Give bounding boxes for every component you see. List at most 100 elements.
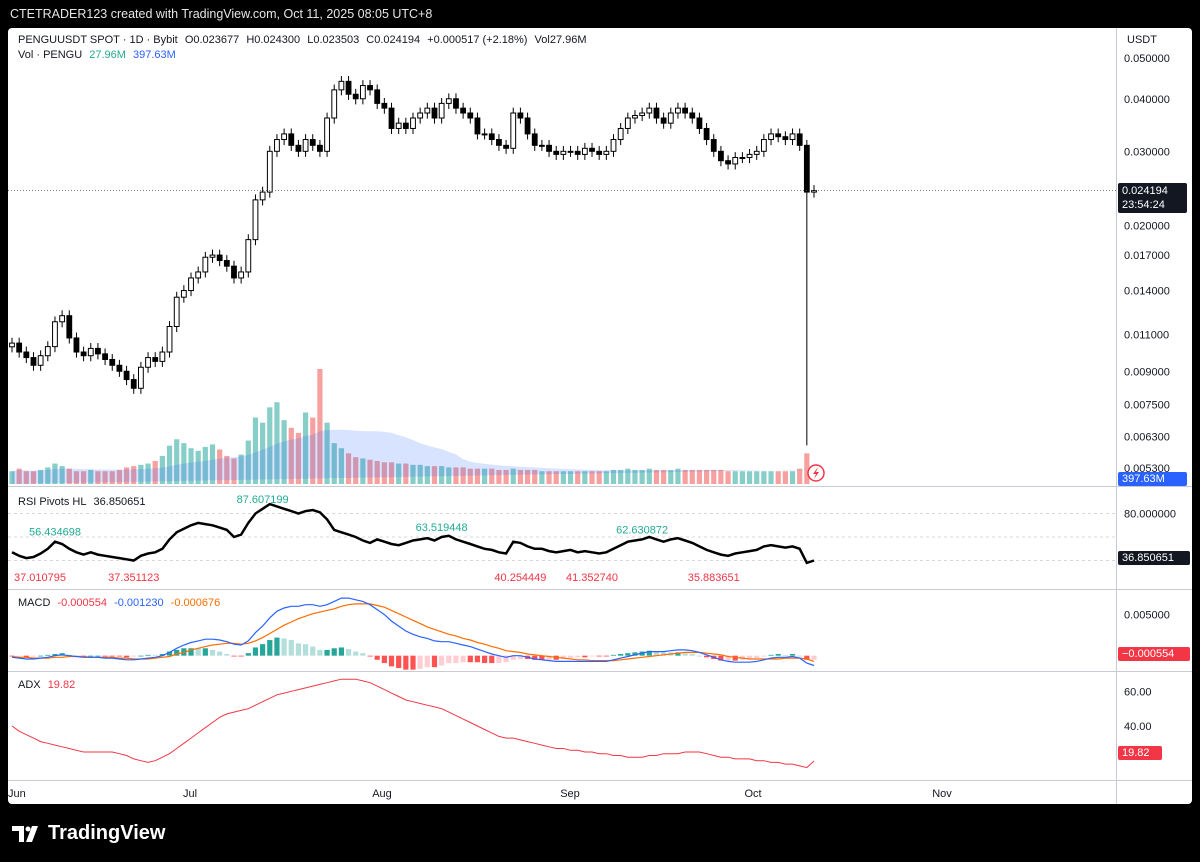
macd-value-2: -0.001230 [114, 597, 164, 609]
macd-histogram-bar [188, 648, 194, 656]
volume-bar [524, 469, 531, 484]
candle-body [266, 150, 273, 193]
candle-body [16, 342, 23, 353]
macd-histogram-bar [252, 647, 259, 656]
volume-bar [52, 463, 58, 484]
candle-body [338, 80, 345, 91]
rsi-pivot-low-label: 37.010795 [14, 572, 66, 584]
volume-bar [718, 469, 724, 484]
candle-body [517, 112, 524, 119]
chart-canvas[interactable]: 0.050000 0.040000 0.030000 0.020000 0.017000… [8, 28, 1192, 804]
candle-body [617, 127, 624, 141]
macd-histogram-bar [789, 654, 796, 656]
macd-histogram-bar [45, 654, 51, 656]
macd-legend[interactable]: MACD -0.000554 -0.001230 -0.000676 [18, 597, 224, 609]
pane-separator-adx[interactable] [8, 671, 1192, 672]
pane-separator-rsi[interactable] [8, 486, 1192, 487]
macd-histogram-bar [603, 655, 609, 657]
macd-histogram-bar [123, 655, 130, 658]
rsi-label[interactable]: RSI Pivots HL [18, 496, 87, 508]
volume-bar [23, 471, 29, 484]
candle-body [782, 136, 789, 141]
volume-value: Vol27.96M [534, 34, 587, 46]
candle-body [581, 147, 588, 155]
candle-body [367, 85, 373, 91]
volume-bar [539, 471, 545, 484]
macd-label[interactable]: MACD [18, 597, 51, 609]
volume-bar [231, 458, 237, 484]
volume-bar [589, 471, 595, 484]
macd-histogram-bar [646, 650, 652, 656]
adx-value: 19.82 [47, 679, 76, 691]
volume-bar [460, 467, 466, 484]
candle-body [202, 256, 209, 273]
macd-histogram [9, 637, 817, 670]
volume-bar [797, 468, 803, 484]
candle-body [173, 296, 180, 327]
adx-legend[interactable]: ADX 19.82 [18, 679, 79, 691]
macd-histogram-bar [403, 655, 409, 670]
macd-histogram-bar [302, 644, 309, 656]
volume-bar [123, 467, 130, 484]
tradingview-logo[interactable]: TradingView [12, 822, 165, 845]
macd-histogram-bar [345, 649, 352, 656]
macd-histogram-bar [331, 648, 337, 656]
candle-body [732, 157, 739, 165]
candle-body [137, 366, 144, 389]
rsi-legend[interactable]: RSI Pivots HL 36.850651 [18, 496, 150, 508]
macd-value-3: -0.000676 [170, 597, 221, 609]
time-axis-label: Aug [372, 788, 392, 800]
macd-histogram-bar [16, 655, 22, 657]
main-legend[interactable]: PENGUUSDT SPOT · 1D · Bybit O0.023677 H0… [18, 34, 591, 46]
volume-bar [209, 444, 216, 484]
candle-body [503, 144, 509, 149]
candle-body [632, 114, 638, 119]
adx-value-tag: 19.82 [1118, 746, 1162, 760]
symbol-label[interactable]: PENGUUSDT SPOT · 1D · Bybit [18, 34, 178, 46]
candle-body [166, 325, 173, 353]
high-value: H0.024300 [246, 34, 301, 46]
candle-body [703, 127, 710, 141]
macd-histogram-bar [195, 648, 201, 656]
volume-bar [131, 466, 137, 484]
chart-frame[interactable]: 0.050000 0.040000 0.030000 0.020000 0.017000… [8, 28, 1192, 804]
candle-body [560, 150, 567, 155]
volume-bar [353, 457, 359, 484]
macd-histogram-bar [152, 654, 158, 656]
volume-bar [661, 469, 667, 484]
candle-body [675, 107, 681, 114]
rsi-axis-label: 80.000000 [1124, 509, 1176, 521]
currency-label[interactable]: USDT [1127, 34, 1157, 46]
candle-body [130, 379, 137, 389]
macd-histogram-bar [23, 655, 29, 658]
volume-legend-label[interactable]: Vol · PENGU [18, 49, 83, 61]
macd-histogram-bar [288, 640, 294, 656]
candle-body [453, 98, 459, 109]
volume-legend[interactable]: Vol · PENGU 27.96M 397.63M [18, 49, 180, 61]
bar-countdown: 23:54:24 [1122, 199, 1165, 211]
volume-bar [553, 471, 559, 484]
candle-body [653, 107, 660, 119]
candle-body [23, 351, 30, 359]
volume-bar [224, 455, 230, 484]
candle-body [696, 117, 703, 129]
volume-bar [546, 471, 552, 484]
tradingview-logo-text: TradingView [48, 822, 166, 844]
macd-histogram-bar [797, 655, 803, 657]
volume-bar [596, 471, 602, 484]
pane-separator-macd[interactable] [8, 589, 1192, 590]
adx-label[interactable]: ADX [18, 679, 41, 691]
macd-histogram-bar [145, 654, 151, 656]
candle-body [660, 117, 667, 124]
macd-histogram-bar [782, 654, 788, 656]
macd-histogram-bar [474, 655, 481, 663]
volume-bar [202, 446, 208, 484]
volume-bar [532, 469, 538, 484]
macd-histogram-bar [761, 655, 767, 657]
macd-histogram-bar [482, 655, 488, 664]
candle-body [388, 107, 395, 129]
macd-histogram-bar [396, 655, 402, 668]
rsi-value-tag: 36.850651 [1118, 551, 1190, 565]
volume-bar [95, 471, 101, 484]
macd-histogram-bar [732, 655, 738, 661]
